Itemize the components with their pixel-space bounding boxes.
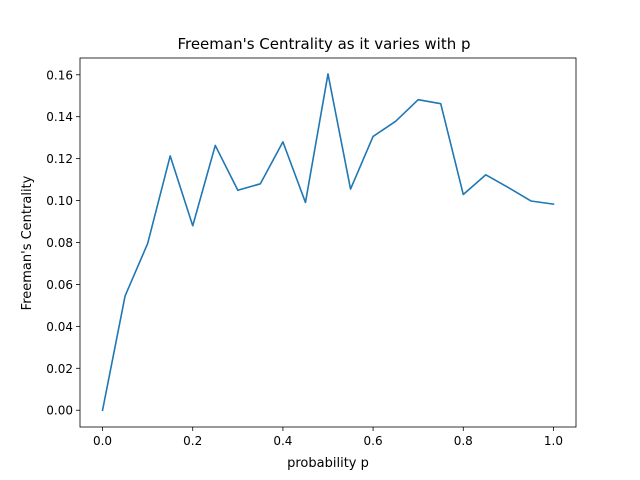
y-tick-label: 0.12	[46, 152, 73, 166]
y-tick-label: 0.06	[46, 278, 73, 292]
y-tick-label: 0.04	[46, 320, 73, 334]
x-axis: 0.0 0.2 0.4 0.6 0.8 1.0	[93, 427, 563, 448]
y-tick-label: 0.02	[46, 362, 73, 376]
y-tick-label: 0.14	[46, 110, 73, 124]
y-tick-label: 0.10	[46, 194, 73, 208]
y-axis: 0.00 0.02 0.04 0.06 0.08 0.10 0.12 0.14 0.16	[46, 68, 80, 418]
x-axis-title: probability p	[287, 456, 369, 471]
y-axis-title: Freeman's Centrality	[20, 175, 35, 310]
x-tick-label: 0.6	[364, 434, 383, 448]
x-tick-label: 0.0	[93, 434, 112, 448]
x-tick-label: 0.8	[454, 434, 473, 448]
y-tick-label: 0.00	[46, 404, 73, 418]
chart-title: Freeman's Centrality as it varies with p	[177, 35, 470, 53]
y-tick-label: 0.08	[46, 236, 73, 250]
plot-area	[101, 73, 555, 412]
series-line	[101, 73, 555, 412]
x-tick-label: 1.0	[544, 434, 563, 448]
axes-frame	[79, 57, 577, 428]
y-tick-label: 0.16	[46, 68, 73, 82]
x-tick-label: 0.2	[183, 434, 202, 448]
x-tick-label: 0.4	[273, 434, 292, 448]
